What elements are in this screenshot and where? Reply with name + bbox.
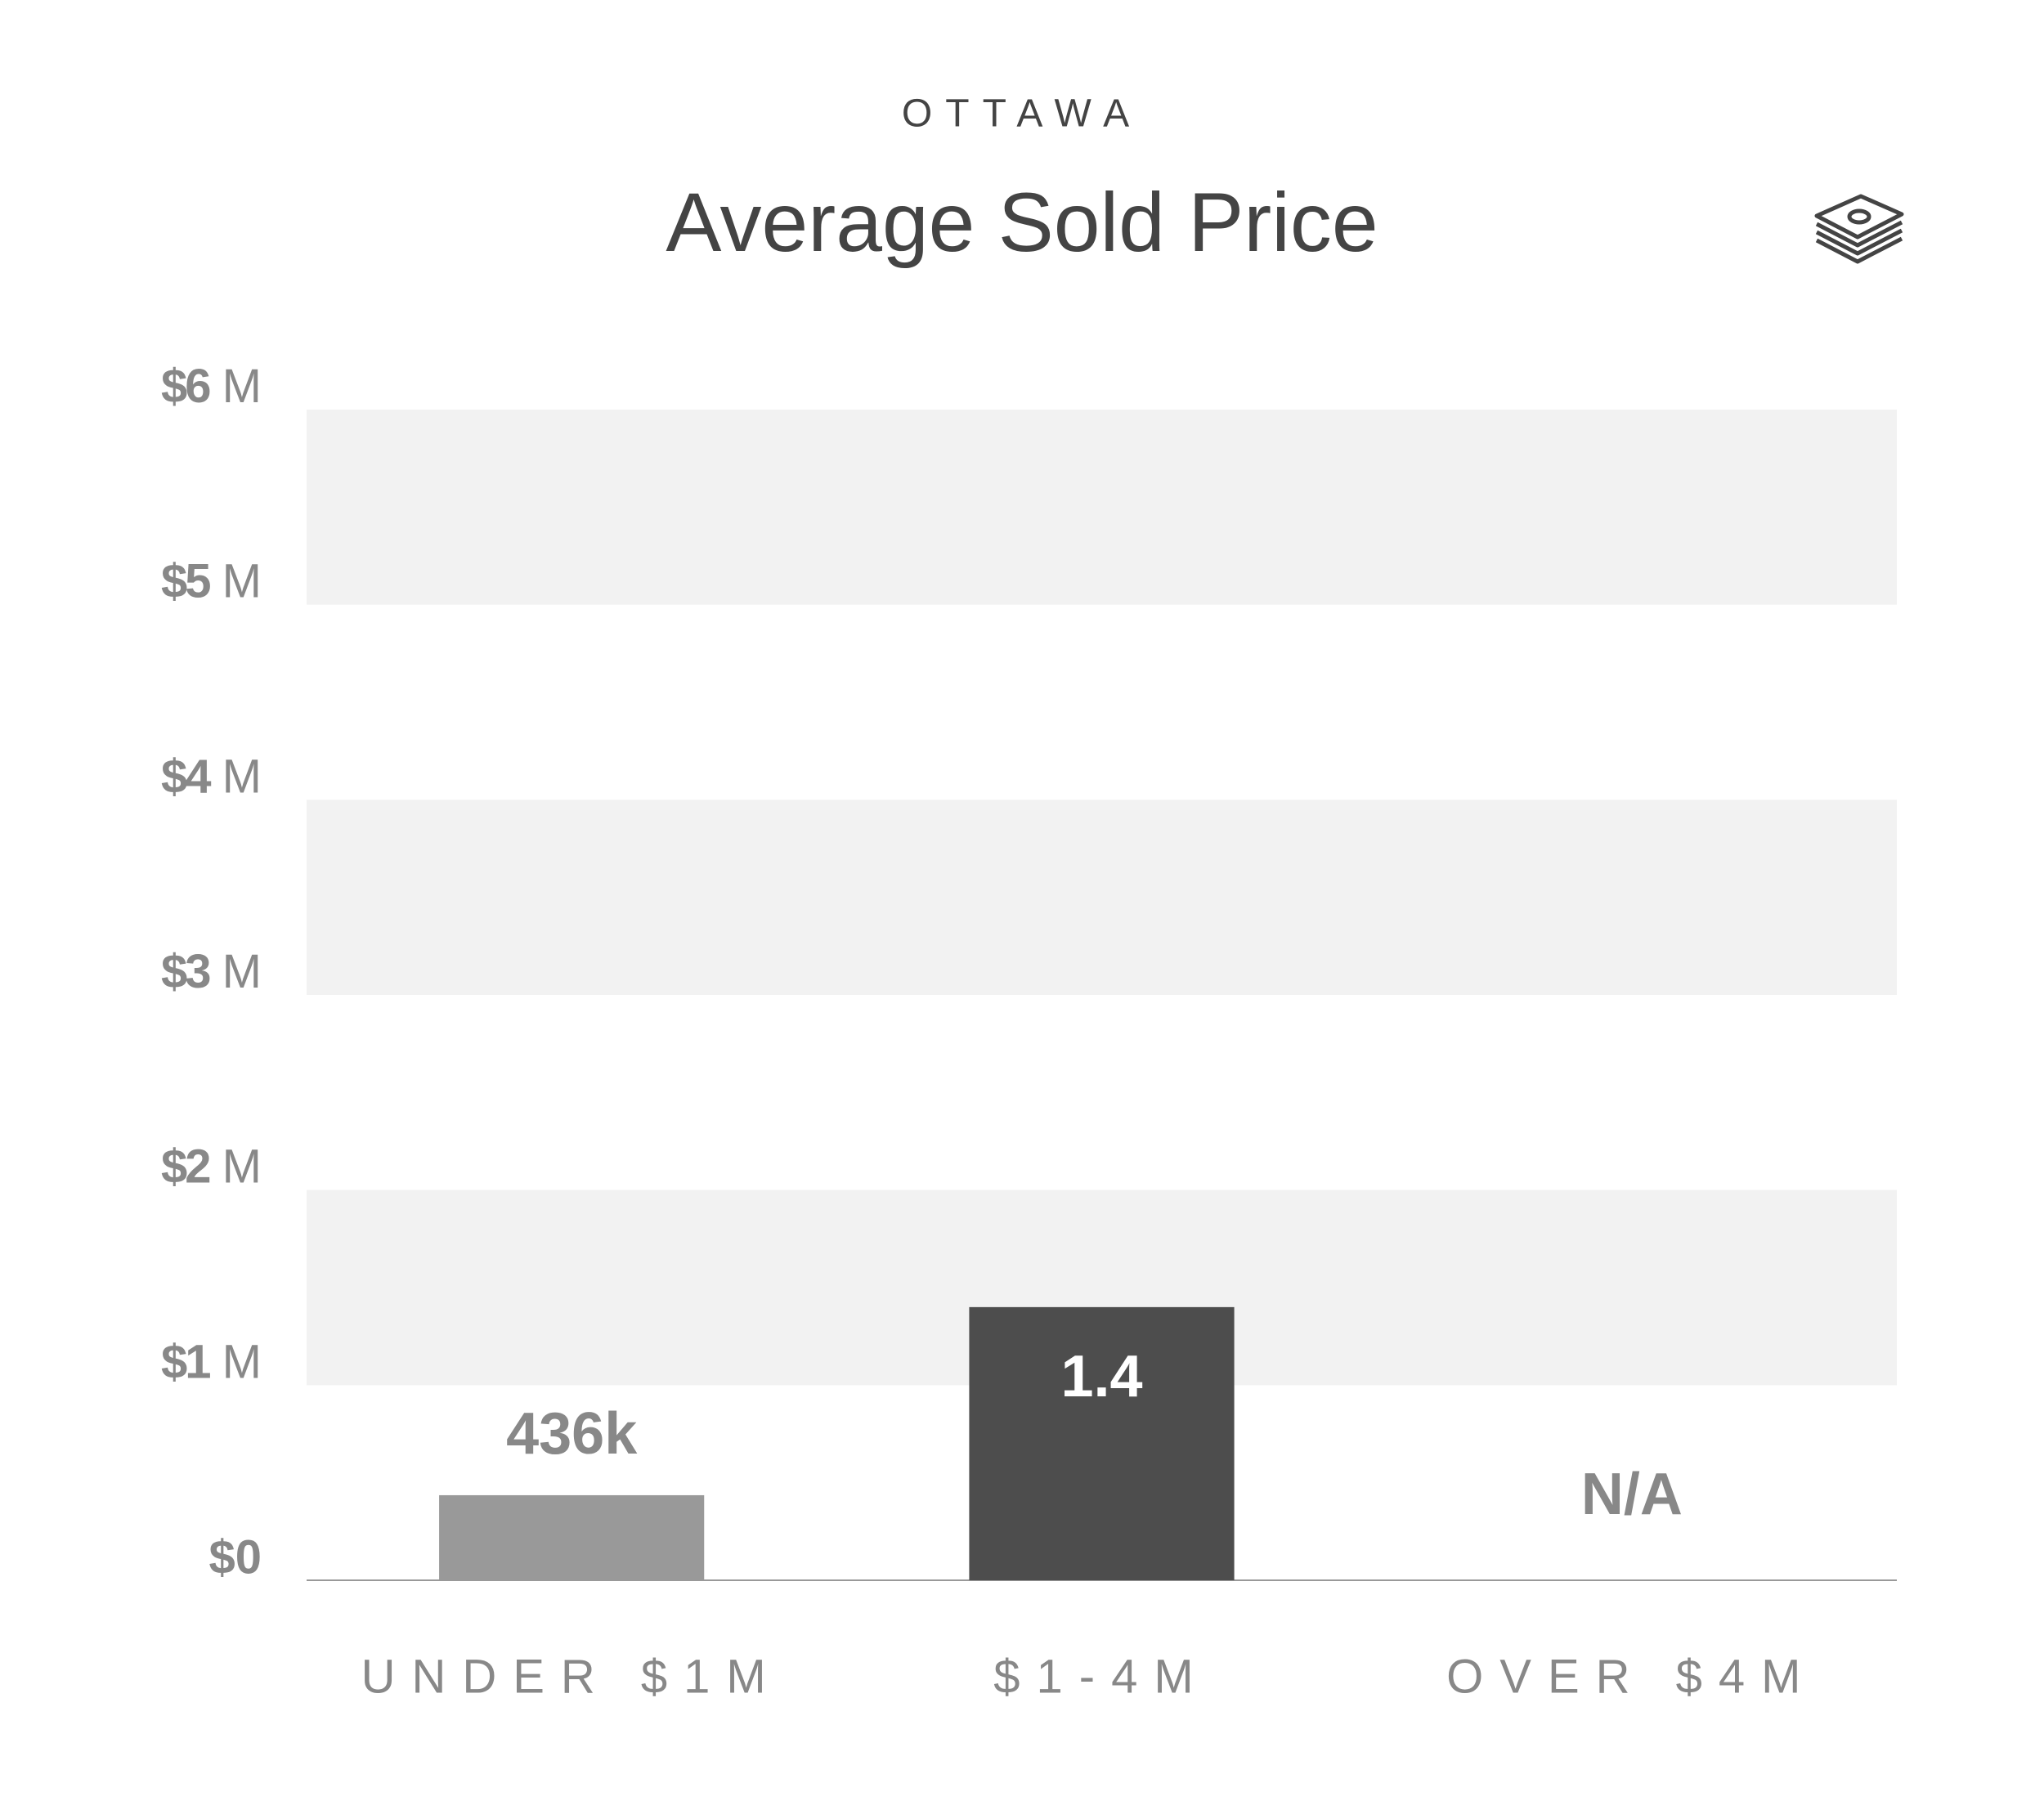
value-label: N/A: [1581, 1462, 1683, 1527]
bar: [439, 1494, 705, 1580]
y-tick-label: $2 M: [161, 1140, 262, 1194]
y-tick-number: $1: [161, 1336, 210, 1389]
y-tick-unit: M: [209, 750, 262, 804]
grid-band: [307, 410, 1897, 605]
money-icon: [1814, 194, 1904, 264]
y-tick-unit: M: [209, 555, 262, 608]
y-tick-label: $0: [208, 1530, 262, 1584]
grid-band: [307, 800, 1897, 995]
value-label: 436k: [506, 1401, 638, 1467]
chart-subtitle: OTTAWA: [902, 92, 1142, 136]
y-tick-unit: M: [209, 1140, 262, 1194]
grid-bands: [307, 410, 1897, 1386]
y-tick-number: $4: [161, 750, 211, 804]
chart-title: Average Sold Price: [666, 176, 1378, 269]
value-label: 1.4: [1060, 1344, 1142, 1409]
y-tick-number: $5: [161, 555, 210, 608]
y-tick-number: $3: [161, 945, 210, 998]
y-tick-number: $6: [161, 360, 210, 413]
y-tick-unit: M: [209, 360, 262, 413]
y-tick-label: $1 M: [161, 1336, 262, 1389]
y-tick-number: $2: [161, 1140, 209, 1194]
y-tick-label: $3 M: [161, 945, 262, 998]
y-tick-unit: M: [209, 945, 262, 998]
x-tick-label: UNDER $1M: [361, 1650, 782, 1703]
y-tick-label: $5 M: [161, 555, 262, 608]
x-tick-label: $1-4M: [993, 1650, 1209, 1703]
y-tick-unit: M: [209, 1336, 262, 1389]
x-tick-label: OVER $4M: [1446, 1650, 1817, 1703]
y-tick-label: $4 M: [161, 750, 262, 804]
y-tick-label: $6 M: [161, 360, 262, 413]
bar: [969, 1306, 1235, 1580]
